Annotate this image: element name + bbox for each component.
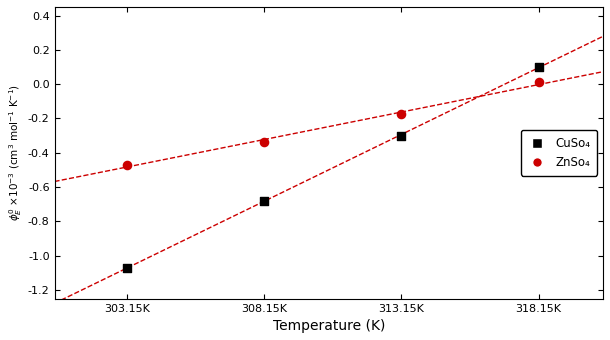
Y-axis label: $\phi_E^0$ $\times10^{-3}$ (cm$^3$ mol$^{-1}$ K$^{-1}$): $\phi_E^0$ $\times10^{-3}$ (cm$^3$ mol$^… [7,84,24,221]
Point [534,80,544,85]
Point [259,198,269,204]
Point [259,139,269,144]
X-axis label: Temperature (K): Temperature (K) [273,319,385,333]
Legend: CuSo₄, ZnSo₄: CuSo₄, ZnSo₄ [521,130,597,176]
Point [396,112,406,117]
Point [123,265,132,271]
Point [123,162,132,168]
Point [396,133,406,138]
Point [534,64,544,70]
